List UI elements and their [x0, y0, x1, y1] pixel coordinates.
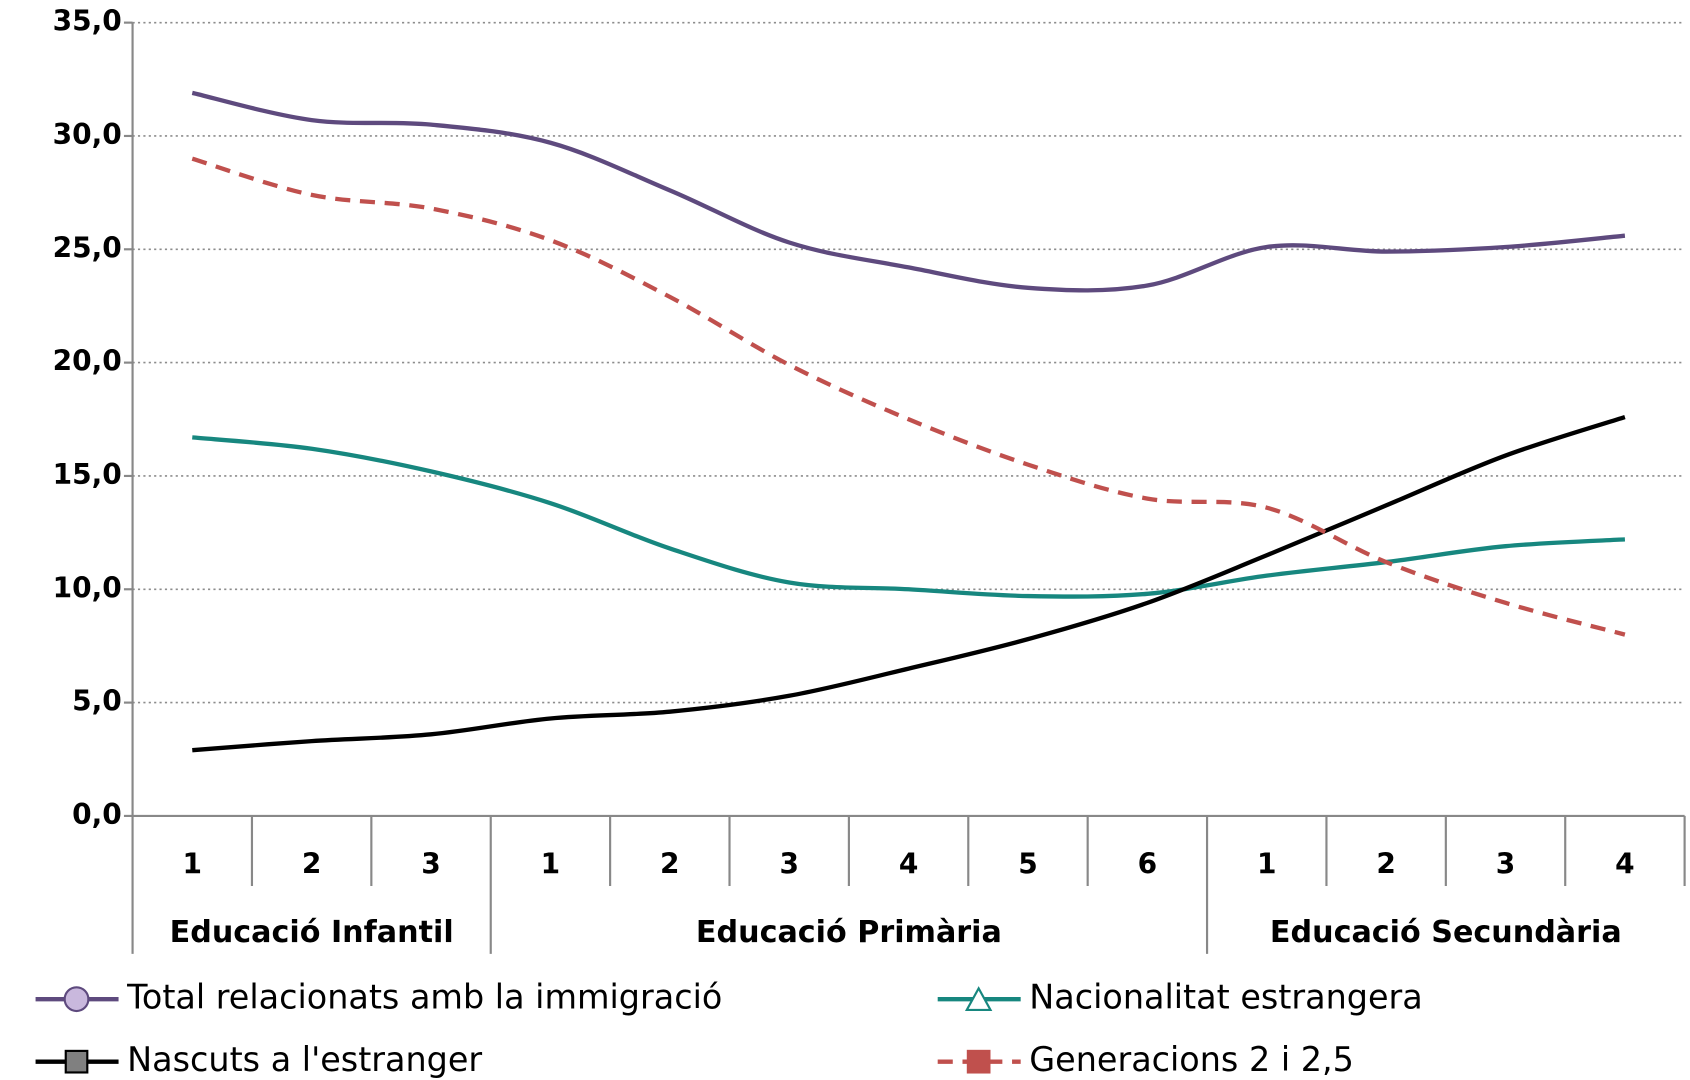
x-tick-label: 4	[899, 848, 918, 881]
legend-label: Total relacionats amb la immigració	[126, 978, 722, 1017]
y-tick-label: 10,0	[53, 571, 122, 604]
legend-marker	[64, 1049, 89, 1074]
x-tick-label: 3	[421, 848, 440, 881]
legend-label: Nascuts a l'estranger	[127, 1040, 482, 1079]
x-tick-label: 4	[1615, 848, 1634, 881]
legend-marker	[966, 1049, 991, 1074]
y-tick-label: 0,0	[72, 798, 122, 831]
y-tick-label: 30,0	[53, 118, 122, 151]
x-tick-label: 3	[779, 848, 798, 881]
series-line	[191, 90, 1626, 293]
group-label: Educació Secundària	[1270, 915, 1622, 950]
x-tick-label: 3	[1496, 848, 1515, 881]
y-tick-label: 15,0	[53, 458, 122, 491]
series-line	[192, 414, 1626, 753]
y-tick-label: 25,0	[53, 231, 122, 264]
x-tick-label: 2	[1376, 848, 1395, 881]
x-tick-label: 6	[1138, 848, 1157, 881]
x-tick-label: 1	[183, 848, 202, 881]
group-label: Educació Infantil	[170, 915, 454, 950]
x-tick-label: 1	[1257, 848, 1276, 881]
y-tick-label: 20,0	[53, 345, 122, 378]
legend-label: Generacions 2 i 2,5	[1029, 1040, 1354, 1079]
legend-marker	[964, 986, 993, 1012]
legend-marker	[63, 986, 90, 1013]
x-tick-label: 2	[302, 848, 321, 881]
y-tick-label: 5,0	[72, 685, 122, 718]
legend-label: Nacionalitat estrangera	[1029, 978, 1422, 1017]
y-tick-label: 35,0	[53, 5, 122, 38]
series-line	[191, 156, 1626, 637]
x-tick-label: 1	[541, 848, 560, 881]
x-tick-label: 2	[660, 848, 679, 881]
group-label: Educació Primària	[696, 915, 1002, 950]
x-tick-label: 5	[1018, 848, 1037, 881]
